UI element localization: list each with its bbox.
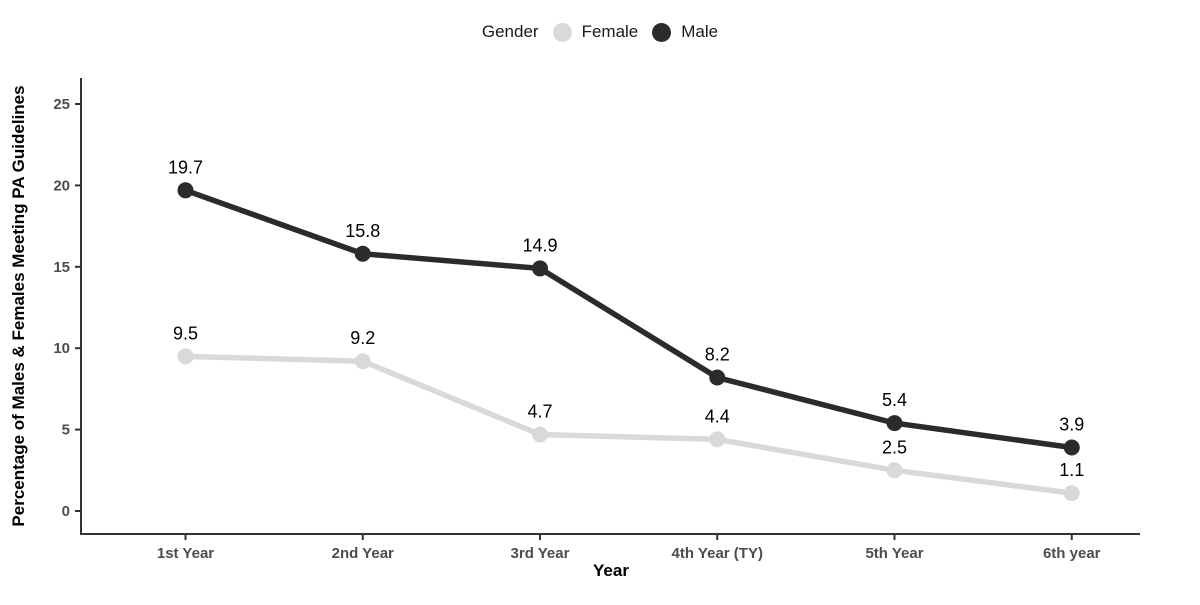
x-tick-label: 4th Year (TY) xyxy=(672,545,763,562)
legend-label-male: Male xyxy=(681,22,719,41)
y-tick-label: 25 xyxy=(53,96,70,113)
data-label-female: 4.4 xyxy=(705,406,730,426)
series-line-male xyxy=(182,187,1075,451)
legend: Gender Female Male xyxy=(0,22,1200,42)
data-label-male: 3.9 xyxy=(1059,415,1084,435)
y-tick-label: 10 xyxy=(53,340,70,357)
data-point-male xyxy=(709,369,726,386)
data-point-female xyxy=(709,431,726,448)
x-tick-label: 1st Year xyxy=(157,545,214,562)
y-tick-label: 0 xyxy=(62,503,70,520)
data-label-male: 5.4 xyxy=(882,390,907,410)
x-tick-label: 2nd Year xyxy=(332,545,394,562)
data-point-female xyxy=(1063,485,1080,502)
data-point-male xyxy=(354,245,371,262)
x-axis-title: Year xyxy=(593,561,629,580)
legend-title: Gender xyxy=(481,22,539,41)
data-label-female: 9.2 xyxy=(350,328,375,348)
data-point-male xyxy=(177,182,194,199)
data-label-female: 2.5 xyxy=(882,437,907,457)
male-swatch-icon xyxy=(652,22,672,42)
data-point-female xyxy=(354,353,371,370)
data-point-male xyxy=(886,415,903,432)
legend-label-female: Female xyxy=(581,22,639,41)
female-swatch-icon xyxy=(552,22,572,42)
data-label-male: 8.2 xyxy=(705,345,730,365)
legend-item-female: Female xyxy=(552,22,639,42)
data-point-male xyxy=(1063,439,1080,456)
data-label-male: 15.8 xyxy=(345,221,380,241)
x-tick-label: 6th year xyxy=(1043,545,1101,562)
x-tick-label: 3rd Year xyxy=(511,545,570,562)
data-point-male xyxy=(532,260,548,277)
y-tick-label: 15 xyxy=(53,259,70,276)
data-label-female: 1.1 xyxy=(1059,460,1084,480)
series-line-female xyxy=(182,353,1075,496)
data-point-female xyxy=(532,426,548,443)
legend-item-male: Male xyxy=(652,22,718,42)
data-point-female xyxy=(886,462,903,479)
y-tick-label: 5 xyxy=(62,422,70,439)
data-label-male: 14.9 xyxy=(522,235,557,255)
data-label-female: 9.5 xyxy=(173,323,198,343)
data-point-female xyxy=(177,348,194,365)
data-label-male: 19.7 xyxy=(168,157,203,177)
y-axis-title: Percentage of Males & Females Meeting PA… xyxy=(9,85,28,527)
data-label-female: 4.7 xyxy=(527,401,552,421)
y-tick-label: 20 xyxy=(53,177,70,194)
x-tick-label: 5th Year xyxy=(865,545,923,562)
